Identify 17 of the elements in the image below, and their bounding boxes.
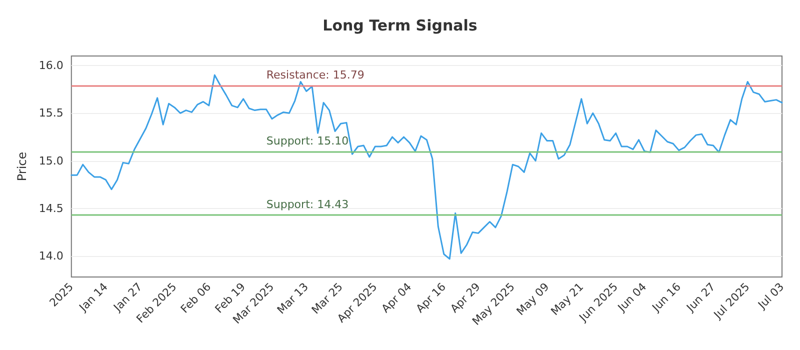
x-tick-label: Apr 04 bbox=[379, 280, 414, 316]
x-tick-label: Mar 13 bbox=[274, 280, 311, 317]
ref-line-label: Support: 15.10 bbox=[266, 134, 349, 148]
x-tick-label: Jun 16 bbox=[649, 280, 684, 315]
ref-line-label: Resistance: 15.79 bbox=[266, 68, 364, 82]
y-axis-title: Price bbox=[15, 152, 29, 182]
y-tick-label: 16.0 bbox=[38, 59, 64, 72]
chart-title: Long Term Signals bbox=[322, 16, 478, 34]
y-tick-label: 15.5 bbox=[38, 106, 64, 120]
y-tick-label: 14.0 bbox=[38, 250, 64, 263]
x-tick-label: Apr 16 bbox=[413, 280, 448, 316]
x-tick-label: Jul 03 bbox=[754, 280, 787, 312]
x-tick-label: Feb 06 bbox=[178, 280, 214, 316]
y-tick-label: 15.0 bbox=[38, 154, 64, 168]
y-tick-label: 14.5 bbox=[38, 202, 64, 215]
ref-line-label: Support: 14.43 bbox=[266, 198, 349, 212]
x-tick-label: Jan 14 bbox=[76, 280, 110, 315]
